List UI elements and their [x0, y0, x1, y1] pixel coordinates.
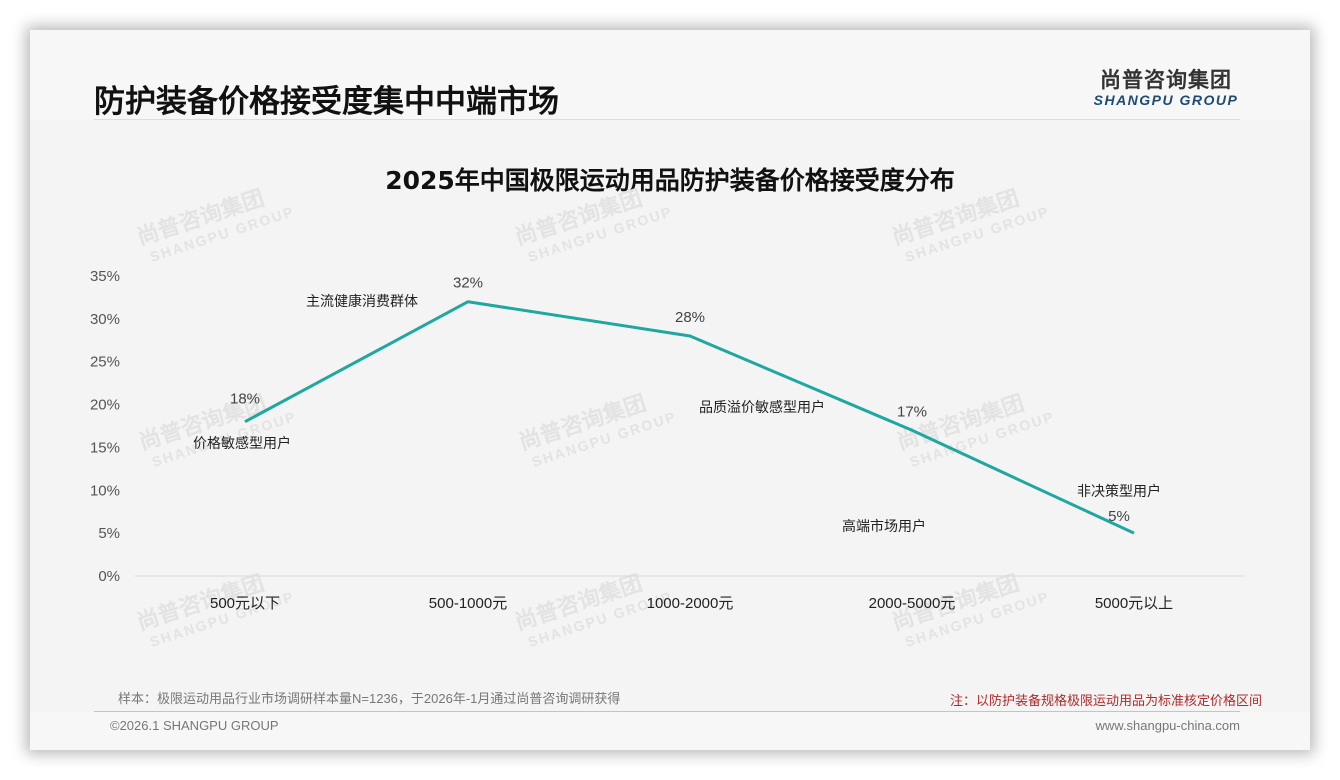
segment-label: 非决策型用户 [1077, 483, 1161, 499]
y-tick-label: 35% [90, 268, 120, 285]
x-category-label: 1000-2000元 [647, 595, 734, 612]
header-divider [94, 119, 1240, 120]
x-category-label: 500-1000元 [429, 595, 507, 612]
chart-title: 2025年中国极限运动用品防护装备价格接受度分布 [385, 166, 955, 195]
segment-label: 价格敏感型用户 [193, 435, 291, 451]
note-footnote: 注：以防护装备规格极限运动用品为标准核定价格区间 [949, 693, 1262, 708]
segment-label: 主流健康消费群体 [306, 293, 418, 309]
slide: 防护装备价格接受度集中中端市场 尚普咨询集团 SHANGPU GROUP 202… [30, 30, 1310, 750]
series-line [244, 300, 1135, 535]
website-link[interactable]: www.shangpu-china.com [1095, 718, 1240, 733]
page-title: 防护装备价格接受度集中中端市场 [94, 84, 559, 120]
value-label: 5% [1108, 508, 1130, 525]
y-tick-label: 20% [90, 397, 120, 414]
logo-chinese: 尚普咨询集团 [1100, 68, 1232, 92]
x-category-label: 2000-5000元 [869, 595, 956, 612]
footer-band [30, 712, 1310, 750]
y-tick-label: 15% [90, 439, 120, 456]
segment-label: 高端市场用户 [842, 518, 926, 534]
footer-divider [94, 711, 1240, 712]
y-axis: 0% 5% 10% 15% 20% 25% 30% 35% [90, 268, 120, 585]
y-tick-label: 0% [98, 568, 120, 585]
header-band [30, 30, 1310, 120]
x-category-label: 5000元以上 [1095, 595, 1173, 612]
y-tick-label: 5% [98, 525, 120, 542]
value-label: 28% [675, 309, 705, 326]
value-label: 32% [453, 275, 483, 292]
sample-footnote: 样本：极限运动用品行业市场调研样本量N=1236，于2026年-1月通过尚普咨询… [118, 691, 621, 706]
company-logo: 尚普咨询集团 SHANGPU GROUP [1086, 64, 1246, 108]
logo-english: SHANGPU GROUP [1093, 92, 1239, 108]
y-tick-label: 30% [90, 311, 120, 328]
value-labels: 18% 32% 28% 17% 5% [230, 275, 1130, 525]
x-axis: 500元以下 500-1000元 1000-2000元 2000-5000元 5000元… [210, 595, 1173, 612]
value-label: 18% [230, 391, 260, 408]
y-tick-label: 10% [90, 482, 120, 499]
y-tick-label: 25% [90, 354, 120, 371]
x-category-label: 500元以下 [210, 595, 280, 612]
segment-label: 品质溢价敏感型用户 [699, 399, 825, 415]
copyright: ©2026.1 SHANGPU GROUP [110, 718, 279, 733]
value-label: 17% [897, 403, 927, 420]
